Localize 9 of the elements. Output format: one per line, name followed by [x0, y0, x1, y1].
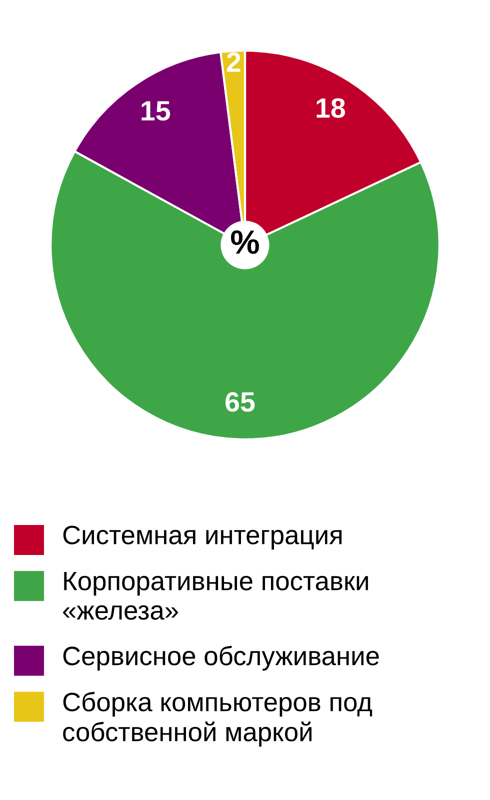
text: % — [231, 230, 259, 254]
data-label: 2 — [226, 52, 240, 72]
legend-label: Сборка компьютеров под собственной маркой — [63, 692, 372, 747]
data-label: 18 — [316, 98, 346, 118]
legend-label: Корпоративные поставки «железа» — [63, 572, 368, 620]
data-label: 65 — [226, 392, 255, 412]
legend-label: Сервисное обслуживание — [63, 646, 379, 671]
data-label: 15 — [142, 101, 170, 121]
legend-label: Системная интеграция — [63, 526, 342, 550]
